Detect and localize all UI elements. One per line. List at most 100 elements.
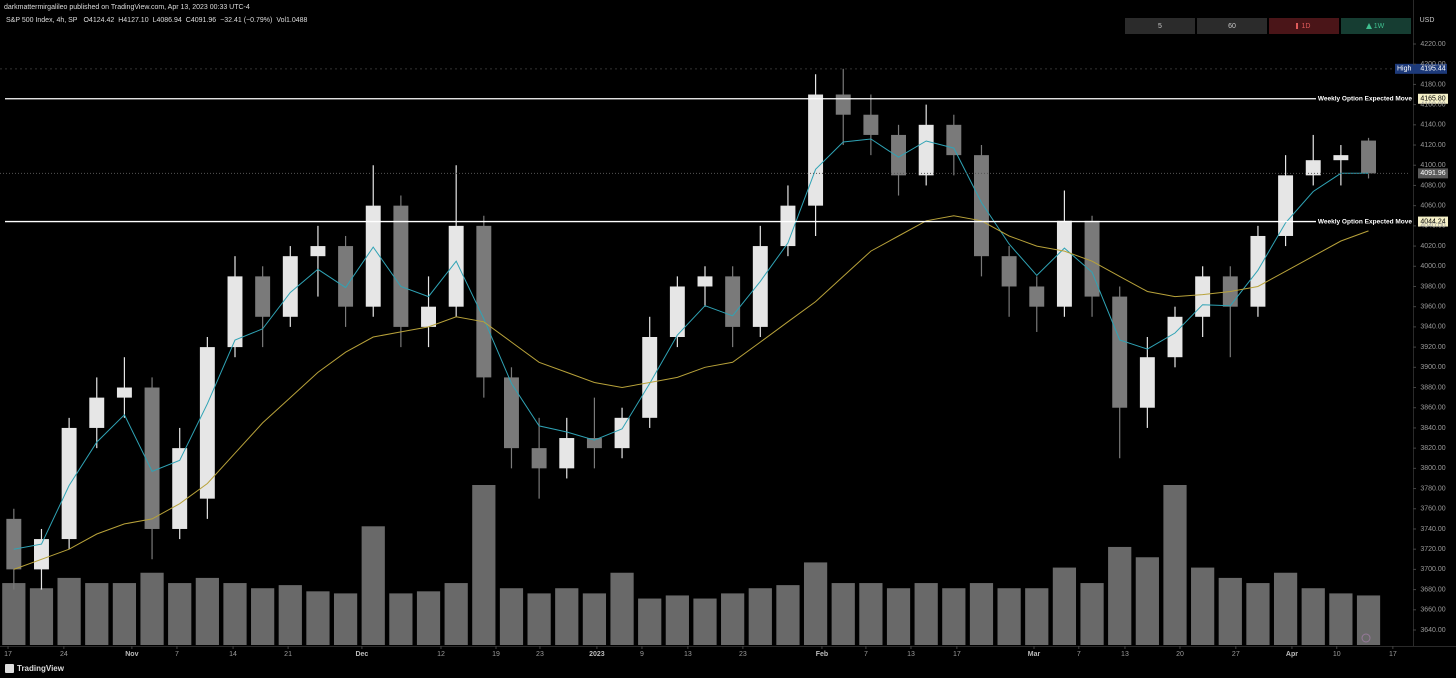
y-tick-label: 4160.00 <box>1420 101 1445 108</box>
volume-bar <box>693 598 717 645</box>
candle-body <box>1029 286 1045 307</box>
volume-bar <box>361 526 385 645</box>
volume-bar <box>831 583 855 645</box>
candle-body <box>476 225 492 378</box>
y-tick-label: 3740.00 <box>1420 526 1445 533</box>
interval-label[interactable]: 60 <box>1228 23 1236 30</box>
candle-body <box>642 337 658 418</box>
x-tick-label: 20 <box>1176 651 1184 658</box>
x-tick-label: 12 <box>437 651 445 658</box>
candle-body <box>1167 316 1183 358</box>
x-tick-label: Dec <box>355 651 368 658</box>
candle-body <box>1250 235 1266 307</box>
interval-label[interactable]: 1D <box>1302 23 1311 30</box>
volume-bar <box>721 593 745 645</box>
x-tick-label: 17 <box>953 651 961 658</box>
y-tick-label: 3820.00 <box>1420 445 1445 452</box>
high-value: 4195.44 <box>1420 66 1445 73</box>
interval-label[interactable]: 1W <box>1374 23 1385 30</box>
y-tick-label: 3920.00 <box>1420 344 1445 351</box>
interval-button[interactable] <box>1269 18 1339 34</box>
volume-bar <box>1218 577 1242 645</box>
x-tick-label: 17 <box>1389 651 1397 658</box>
y-tick-label: 3660.00 <box>1420 607 1445 614</box>
volume-bar <box>582 593 607 645</box>
candle-body <box>1001 256 1017 287</box>
x-tick-label: Apr <box>1286 651 1298 658</box>
volume-bar <box>416 591 441 645</box>
volume-bar <box>472 485 496 645</box>
candle-body <box>504 377 519 449</box>
y-tick-label: 4220.00 <box>1420 41 1445 48</box>
brand-logo <box>5 664 14 673</box>
expected-move-tag <box>1418 216 1448 227</box>
volume-bar <box>389 593 413 645</box>
interval-button[interactable] <box>1197 18 1267 34</box>
y-tick-label: 4180.00 <box>1420 81 1445 88</box>
volume-bar <box>1273 572 1298 645</box>
y-tick-label: 3940.00 <box>1420 324 1445 331</box>
x-tick-label: 14 <box>229 651 237 658</box>
x-tick-label: 13 <box>907 651 915 658</box>
x-tick-label: 23 <box>739 651 747 658</box>
x-tick-label: 23 <box>536 651 544 658</box>
candle-body <box>227 276 243 348</box>
candle-body <box>1112 296 1128 408</box>
candle-body <box>1139 357 1155 408</box>
candle-body <box>1333 155 1349 161</box>
x-tick-label: 7 <box>175 651 179 658</box>
x-tick-label: Nov <box>125 651 138 658</box>
volume-bar <box>942 588 966 645</box>
candle-body <box>255 276 271 317</box>
candle-body <box>559 438 575 469</box>
candle-body <box>282 256 298 317</box>
candle-body <box>1305 160 1321 176</box>
x-tick-label: 13 <box>1121 651 1129 658</box>
x-tick-label: 27 <box>1232 651 1240 658</box>
candle-body <box>780 205 796 247</box>
volume-bar <box>859 583 883 645</box>
volume-bar <box>997 588 1021 645</box>
interval-label[interactable]: 5 <box>1158 23 1162 30</box>
y-tick-label: 3720.00 <box>1420 546 1445 553</box>
candle-body <box>1084 220 1100 297</box>
y-tick-label: 4000.00 <box>1420 263 1445 270</box>
volume-bar <box>776 585 800 645</box>
candle-body <box>172 448 188 529</box>
volume-bar <box>1108 546 1132 645</box>
candle-body <box>725 276 741 327</box>
y-tick-label: 3900.00 <box>1420 364 1445 371</box>
high-label: High <box>1397 66 1412 73</box>
candle-body <box>614 417 630 449</box>
candle-body <box>199 347 215 499</box>
volume-bar <box>112 583 137 645</box>
candle-body <box>1361 140 1376 174</box>
moving-average <box>13 138 1369 550</box>
volume-bar <box>1246 583 1270 645</box>
candle-body <box>586 438 602 449</box>
candle-body <box>808 94 824 206</box>
y-tick-label: 3760.00 <box>1420 506 1445 513</box>
x-tick-label: 9 <box>640 651 644 658</box>
volume-bar <box>499 588 524 645</box>
y-tick-label: 3840.00 <box>1420 425 1445 432</box>
candle-body <box>891 134 906 176</box>
interval-button[interactable] <box>1341 18 1411 34</box>
x-tick-label: Mar <box>1028 651 1041 658</box>
y-tick-label: 3700.00 <box>1420 566 1445 573</box>
candle-body <box>116 387 132 398</box>
candle-body <box>144 387 160 529</box>
volume-bar <box>1191 567 1215 645</box>
y-tick-label: 4020.00 <box>1420 243 1445 250</box>
volume-bar <box>85 583 109 645</box>
expected-move-tag <box>1418 93 1448 104</box>
volume-bar <box>527 593 551 645</box>
candle-body <box>752 246 768 327</box>
expected-move-label: Weekly Option Expected Move <box>1318 95 1413 102</box>
last-price-tag <box>1418 168 1448 179</box>
candle-body <box>61 427 77 540</box>
interval-button[interactable] <box>1125 18 1195 34</box>
